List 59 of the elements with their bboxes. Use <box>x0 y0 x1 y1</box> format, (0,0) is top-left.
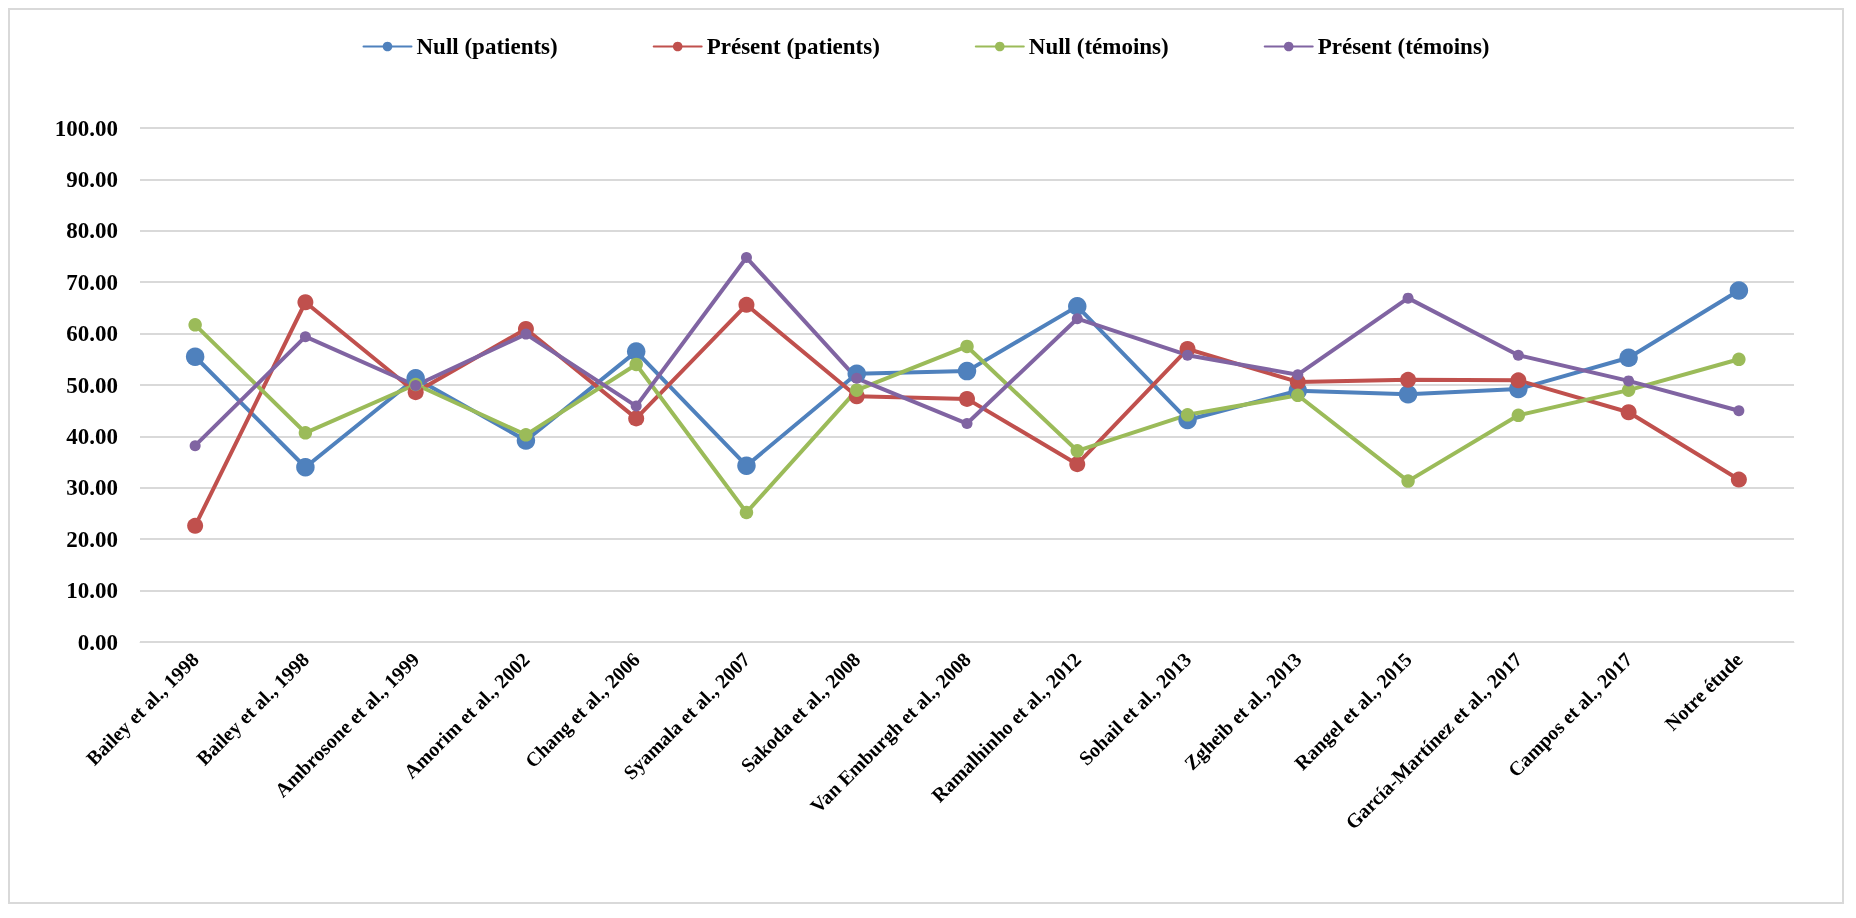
point <box>1511 408 1526 423</box>
y-tick-label: 40.00 <box>66 423 118 449</box>
y-tick-label: 90.00 <box>66 166 118 192</box>
point <box>630 400 642 412</box>
point <box>1292 369 1304 381</box>
point <box>628 410 645 427</box>
y-tick-label: 10.00 <box>66 578 118 604</box>
point <box>1510 372 1527 389</box>
y-tick-label: 60.00 <box>66 321 118 347</box>
point <box>737 456 756 475</box>
point <box>1402 292 1414 304</box>
point <box>298 426 313 440</box>
point <box>299 331 311 343</box>
point <box>961 418 973 430</box>
point <box>1398 385 1418 404</box>
point <box>1619 348 1638 367</box>
point <box>1400 371 1417 388</box>
point <box>1180 408 1195 422</box>
point <box>188 318 202 332</box>
y-tick-label: 100.00 <box>54 115 118 141</box>
point <box>1291 388 1305 403</box>
point <box>1620 404 1637 421</box>
point <box>189 440 201 452</box>
legend-label: Null (patients) <box>416 34 558 59</box>
point <box>738 296 755 313</box>
point <box>1070 444 1085 458</box>
y-tick-label: 50.00 <box>66 372 118 398</box>
point <box>185 347 205 366</box>
point <box>1068 297 1087 316</box>
point <box>740 252 752 264</box>
point <box>520 328 532 340</box>
point <box>1623 375 1635 387</box>
point <box>297 294 314 311</box>
legend-label: Présent (patients) <box>706 34 880 59</box>
point <box>1401 474 1415 488</box>
point <box>1071 313 1083 325</box>
point <box>1729 281 1749 300</box>
point <box>629 357 643 372</box>
point <box>960 339 974 354</box>
point <box>1730 471 1747 488</box>
legend-label: Présent (témoins) <box>1317 34 1490 59</box>
point <box>187 517 204 534</box>
y-tick-label: 0.00 <box>77 629 118 655</box>
y-tick-label: 30.00 <box>66 475 118 501</box>
point <box>1512 349 1524 361</box>
point <box>1182 349 1194 361</box>
point <box>850 383 864 397</box>
point <box>959 390 975 407</box>
legend-label: Null (témoins) <box>1028 34 1169 59</box>
y-tick-label: 70.00 <box>66 269 118 295</box>
point <box>739 505 754 520</box>
point <box>1069 456 1086 473</box>
y-tick-label: 80.00 <box>66 218 118 244</box>
point <box>296 457 315 477</box>
point <box>957 361 977 381</box>
point <box>1733 405 1745 417</box>
point <box>626 342 646 361</box>
y-tick-label: 20.00 <box>66 526 118 552</box>
point <box>1732 352 1746 367</box>
